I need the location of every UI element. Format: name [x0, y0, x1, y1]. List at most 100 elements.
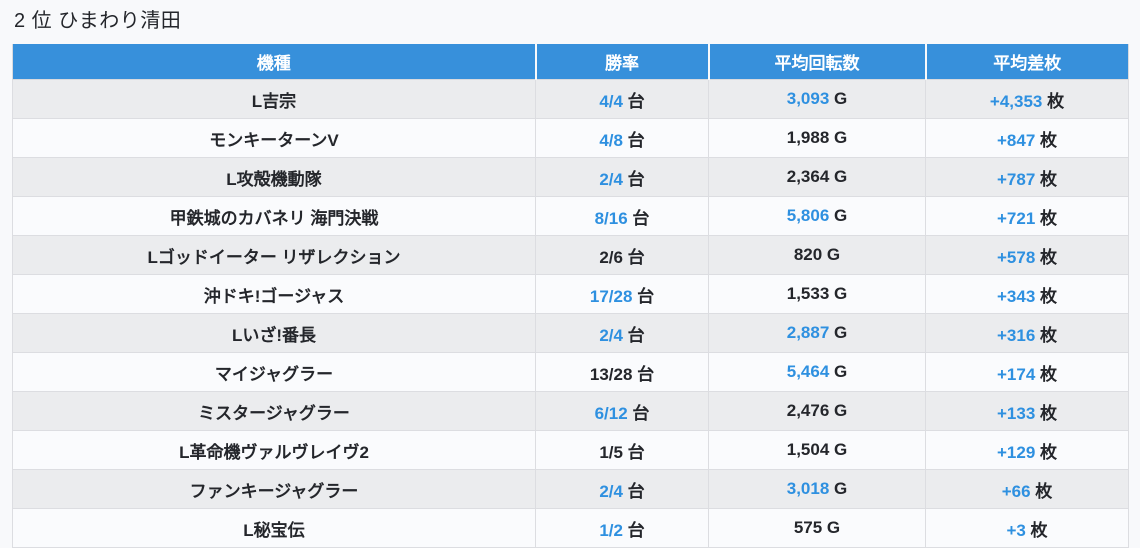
cell-win-rate-value: 2/4	[599, 325, 623, 345]
cell-avg-spins-value: 575	[793, 518, 823, 537]
cell-machine-value: L吉宗	[251, 91, 297, 111]
cell-machine-value: Lいざ!番長	[231, 325, 317, 345]
col-header-avg-diff: 平均差枚	[925, 44, 1129, 80]
cell-machine-value: L攻殻機動隊	[226, 169, 322, 189]
cell-win-rate-value: 2/6	[599, 247, 623, 267]
cell-machine-value: ミスタージャグラー	[198, 403, 350, 423]
cell-win-rate: 4/4 台	[535, 79, 709, 119]
cell-win-rate-value: 8/16	[594, 208, 628, 228]
cell-avg-diff: +174 枚	[925, 352, 1129, 392]
cell-avg-spins-value: 820	[793, 245, 823, 264]
cell-win-rate-value: 13/28	[589, 364, 633, 384]
cell-avg-spins-value: 2,364	[786, 167, 830, 186]
cell-avg-diff-value: +847	[996, 130, 1036, 150]
cell-avg-spins: 3,093 G	[708, 79, 926, 119]
col-header-win-rate: 勝率	[535, 44, 710, 80]
cell-machine-value: マイジャグラー	[214, 364, 334, 384]
cell-avg-diff-value: +129	[996, 442, 1036, 462]
cell-win-rate: 2/4 台	[535, 313, 709, 353]
cell-machine: Lいざ!番長	[12, 313, 536, 353]
cell-avg-spins-value: 2,887	[786, 323, 830, 342]
cell-avg-diff: +66 枚	[925, 469, 1129, 509]
table-row: L吉宗 4/4 台 3,093 G +4,353 枚	[12, 79, 1129, 119]
cell-machine: L秘宝伝	[12, 508, 536, 548]
col-header-avg-spins: 平均回転数	[708, 44, 927, 80]
cell-avg-diff-value: +578	[996, 247, 1036, 267]
cell-win-rate-value: 2/4	[599, 481, 623, 501]
cell-avg-spins-value: 5,806	[786, 206, 830, 225]
cell-machine: 甲鉄城のカバネリ 海門決戦	[12, 196, 536, 236]
cell-avg-diff-value: +787	[996, 169, 1036, 189]
cell-avg-diff: +578 枚	[925, 235, 1129, 275]
cell-win-rate: 1/5 台	[535, 430, 709, 470]
cell-avg-spins-value: 1,988	[786, 128, 830, 147]
cell-win-rate: 4/8 台	[535, 118, 709, 158]
cell-avg-diff: +3 枚	[925, 508, 1129, 548]
table-row: 沖ドキ!ゴージャス 17/28 台 1,533 G +343 枚	[12, 274, 1129, 314]
table-row: Lゴッドイーター リザレクション 2/6 台 820 G +578 枚	[12, 235, 1129, 275]
cell-avg-diff: +787 枚	[925, 157, 1129, 197]
cell-avg-spins: 1,533 G	[708, 274, 926, 314]
cell-avg-spins-value: 1,504	[786, 440, 830, 459]
table-row: ファンキージャグラー 2/4 台 3,018 G +66 枚	[12, 469, 1129, 509]
cell-win-rate: 2/4 台	[535, 157, 709, 197]
cell-avg-diff: +129 枚	[925, 430, 1129, 470]
cell-avg-diff-value: +343	[996, 286, 1036, 306]
cell-avg-diff-value: +66	[1001, 481, 1031, 501]
cell-machine: 沖ドキ!ゴージャス	[12, 274, 536, 314]
cell-avg-diff: +847 枚	[925, 118, 1129, 158]
table-row: L革命機ヴァルヴレイヴ2 1/5 台 1,504 G +129 枚	[12, 430, 1129, 470]
cell-avg-diff: +721 枚	[925, 196, 1129, 236]
cell-win-rate: 1/2 台	[535, 508, 709, 548]
cell-win-rate-value: 4/8	[599, 130, 623, 150]
cell-avg-spins-value: 5,464	[786, 362, 830, 381]
cell-win-rate: 2/4 台	[535, 469, 709, 509]
cell-avg-spins: 575 G	[708, 508, 926, 548]
cell-avg-spins-value: 3,093	[786, 89, 830, 108]
cell-avg-spins: 3,018 G	[708, 469, 926, 509]
cell-machine-value: L秘宝伝	[243, 520, 305, 540]
cell-win-rate: 2/6 台	[535, 235, 709, 275]
cell-machine: マイジャグラー	[12, 352, 536, 392]
cell-machine: モンキーターンV	[12, 118, 536, 158]
cell-machine: Lゴッドイーター リザレクション	[12, 235, 536, 275]
cell-avg-spins: 2,887 G	[708, 313, 926, 353]
cell-win-rate: 8/16 台	[535, 196, 709, 236]
cell-avg-diff: +4,353 枚	[925, 79, 1129, 119]
cell-machine: L攻殻機動隊	[12, 157, 536, 197]
table-header-row: 機種 勝率 平均回転数 平均差枚	[12, 44, 1129, 80]
cell-win-rate-value: 1/5	[599, 442, 623, 462]
cell-avg-diff-value: +316	[996, 325, 1036, 345]
cell-win-rate-value: 17/28	[589, 286, 633, 306]
cell-avg-spins: 1,504 G	[708, 430, 926, 470]
cell-avg-spins: 5,464 G	[708, 352, 926, 392]
cell-win-rate: 17/28 台	[535, 274, 709, 314]
cell-machine: L革命機ヴァルヴレイヴ2	[12, 430, 536, 470]
table-row: モンキーターンV 4/8 台 1,988 G +847 枚	[12, 118, 1129, 158]
cell-avg-spins-value: 1,533	[786, 284, 830, 303]
table-header: 機種 勝率 平均回転数 平均差枚	[12, 44, 1129, 80]
cell-machine-value: モンキーターンV	[209, 130, 339, 150]
cell-machine-value: Lゴッドイーター リザレクション	[147, 247, 401, 267]
cell-avg-diff: +133 枚	[925, 391, 1129, 431]
cell-avg-spins: 5,806 G	[708, 196, 926, 236]
cell-machine: L吉宗	[12, 79, 536, 119]
cell-avg-spins: 1,988 G	[708, 118, 926, 158]
cell-avg-spins-value: 2,476	[786, 401, 830, 420]
cell-avg-diff-value: +4,353	[989, 91, 1043, 111]
table-row: マイジャグラー 13/28 台 5,464 G +174 枚	[12, 352, 1129, 392]
table-row: 甲鉄城のカバネリ 海門決戦 8/16 台 5,806 G +721 枚	[12, 196, 1129, 236]
cell-machine-value: 沖ドキ!ゴージャス	[203, 286, 345, 306]
table-row: Lいざ!番長 2/4 台 2,887 G +316 枚	[12, 313, 1129, 353]
cell-machine-value: L革命機ヴァルヴレイヴ2	[179, 442, 369, 462]
cell-avg-diff-value: +133	[996, 403, 1036, 423]
cell-avg-diff-value: +3	[1006, 520, 1026, 540]
cell-avg-diff-value: +174	[996, 364, 1036, 384]
cell-machine: ミスタージャグラー	[12, 391, 536, 431]
cell-avg-diff: +343 枚	[925, 274, 1129, 314]
cell-machine: ファンキージャグラー	[12, 469, 536, 509]
cell-avg-spins-value: 3,018	[786, 479, 830, 498]
cell-avg-spins: 2,364 G	[708, 157, 926, 197]
cell-avg-diff: +316 枚	[925, 313, 1129, 353]
